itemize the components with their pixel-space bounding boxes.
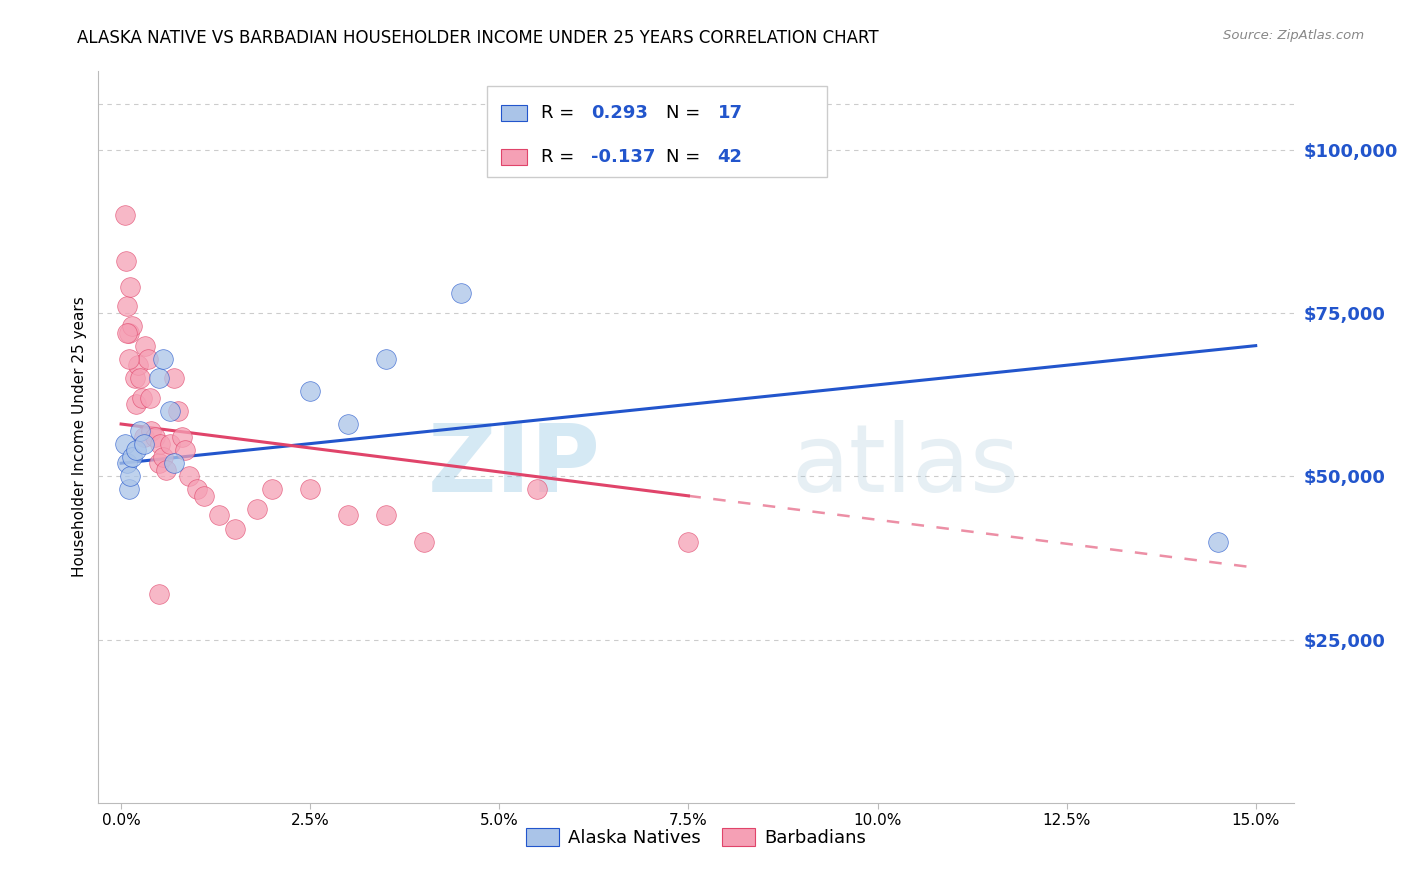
Text: Source: ZipAtlas.com: Source: ZipAtlas.com [1223,29,1364,42]
Text: 0.293: 0.293 [591,104,648,122]
Point [129,424,152,438]
Point [115,300,138,314]
Point [118,351,141,366]
Point [134,338,156,352]
Point [115,456,138,470]
Point [115,326,138,340]
Point [262,483,284,497]
Point [125,397,148,411]
FancyBboxPatch shape [501,105,527,121]
FancyBboxPatch shape [486,86,827,178]
Point [121,319,143,334]
Point [127,358,149,372]
Text: atlas: atlas [792,420,1019,512]
Point [118,483,141,497]
Y-axis label: Householder Income Under 25 years: Householder Income Under 25 years [72,297,87,577]
Point [166,404,188,418]
Point [136,351,159,366]
Point [152,351,174,366]
Point [141,424,163,438]
Point [193,489,215,503]
Point [155,463,177,477]
Point [1206,534,1229,549]
Text: 42: 42 [717,148,742,166]
FancyBboxPatch shape [501,149,527,165]
Text: N =: N = [666,104,706,122]
Point [132,430,155,444]
Point [132,436,155,450]
Point [337,417,360,431]
Point [148,587,170,601]
Point [120,280,142,294]
Text: R =: R = [541,148,579,166]
Text: N =: N = [666,148,706,166]
Point [118,326,141,340]
Point [412,534,434,549]
Point [152,450,174,464]
Point [120,469,142,483]
Point [246,502,269,516]
Point [186,483,208,497]
Text: R =: R = [541,104,579,122]
Point [114,253,136,268]
Point [374,351,396,366]
Point [125,443,148,458]
Point [148,456,170,470]
Point [174,443,197,458]
Point [124,371,146,385]
Point [337,508,360,523]
Point [159,436,181,450]
Point [224,521,246,535]
Point [299,384,322,399]
Point [131,391,153,405]
Text: ZIP: ZIP [427,420,600,512]
Point [114,208,136,222]
Point [678,534,700,549]
Point [526,483,548,497]
Point [450,286,472,301]
Point [159,404,181,418]
Point [179,469,201,483]
Point [121,450,143,464]
Text: -0.137: -0.137 [591,148,655,166]
Point [114,436,136,450]
Point [163,371,186,385]
Point [374,508,396,523]
Point [129,371,152,385]
Point [143,430,166,444]
Point [163,456,186,470]
Point [139,391,162,405]
Point [148,371,170,385]
Point [299,483,322,497]
Point [170,430,193,444]
Text: ALASKA NATIVE VS BARBADIAN HOUSEHOLDER INCOME UNDER 25 YEARS CORRELATION CHART: ALASKA NATIVE VS BARBADIAN HOUSEHOLDER I… [77,29,879,46]
Text: 17: 17 [717,104,742,122]
Point [208,508,231,523]
Legend: Alaska Natives, Barbadians: Alaska Natives, Barbadians [517,819,875,856]
Point [149,436,172,450]
